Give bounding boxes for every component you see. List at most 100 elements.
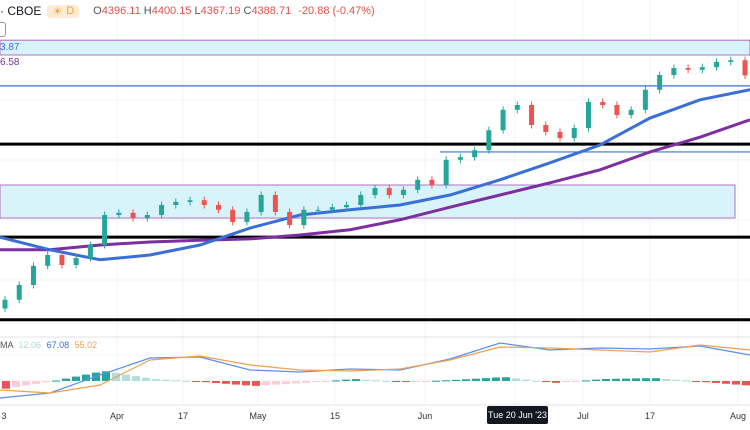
candle-body xyxy=(358,195,364,205)
macd-histogram-bar xyxy=(362,379,370,381)
interval-badge[interactable]: ☀ D xyxy=(47,4,80,18)
candle-body xyxy=(215,205,221,210)
macd-histogram-bar xyxy=(332,380,340,382)
macd-histogram-bar xyxy=(672,379,680,381)
symbol-exchange[interactable]: · CBOE xyxy=(0,4,42,18)
macd-histogram-bar xyxy=(572,381,580,382)
interval-label: D xyxy=(66,5,75,17)
macd-histogram-bar xyxy=(432,380,440,382)
candle-body xyxy=(45,255,51,266)
macd-histogram-bar xyxy=(602,378,610,381)
toggle-box[interactable] xyxy=(0,22,6,37)
candle-body xyxy=(386,188,392,195)
candle-body xyxy=(714,61,720,68)
candle-body xyxy=(543,125,549,132)
zone-rect xyxy=(0,39,750,56)
candle-body xyxy=(116,212,122,215)
macd-histogram-bar xyxy=(662,378,670,381)
candle-body xyxy=(642,89,648,110)
macd-histogram-bar xyxy=(32,381,40,384)
signal-value: 55.02 xyxy=(74,340,98,350)
macd-histogram-bar xyxy=(682,380,690,382)
macd-histogram-bar xyxy=(232,381,240,385)
macd-histogram-bar xyxy=(302,381,310,383)
macd-histogram-bar xyxy=(372,380,380,382)
x-label: 17 xyxy=(177,411,189,421)
macd-histogram-bar xyxy=(202,381,210,383)
ma20-line xyxy=(0,88,750,262)
candle-body xyxy=(372,188,378,195)
macd-histogram-bar xyxy=(422,381,430,382)
candle-body xyxy=(244,211,250,222)
macd-histogram-bar xyxy=(252,381,260,386)
candle-body xyxy=(429,179,435,185)
macd-histogram-bar xyxy=(242,381,250,386)
candle-body xyxy=(657,75,663,90)
macd-histogram-bar xyxy=(162,379,170,381)
macd-histogram-bar xyxy=(462,379,470,381)
macd-histogram-bar xyxy=(22,381,30,386)
macd-histogram-bar xyxy=(452,379,460,381)
x-label: May xyxy=(249,411,267,421)
candle-body xyxy=(144,215,150,219)
macd-histogram-bar xyxy=(262,381,270,386)
candle-body xyxy=(315,209,321,211)
macd-histogram-bar xyxy=(592,379,600,381)
close-value: 4388.71 xyxy=(251,5,292,17)
macd-histogram-bar xyxy=(392,381,400,382)
macd-histogram-bar xyxy=(652,378,660,381)
x-label: Apr xyxy=(109,411,125,421)
macd-histogram-bar xyxy=(472,378,480,381)
ohlc-readout: O4396.11 H4400.15 L4367.19 C4388.71 -20.… xyxy=(93,5,375,17)
macd-histogram-bar xyxy=(52,380,60,382)
candle-body xyxy=(486,130,492,151)
macd-histogram-bar xyxy=(152,379,160,381)
candle-body xyxy=(187,200,193,202)
macd-histogram-bar xyxy=(132,376,140,381)
macd-histogram-bar xyxy=(502,377,510,381)
macd-histogram-bar xyxy=(522,379,530,381)
ma50-line xyxy=(0,118,750,252)
candle-body xyxy=(30,265,36,285)
x-label: Jul xyxy=(577,411,589,421)
x-label: 15 xyxy=(329,411,341,421)
macd-histogram-bar xyxy=(712,381,720,383)
macd-histogram-bar xyxy=(412,381,420,382)
candle-body xyxy=(301,209,307,225)
candle-body xyxy=(699,67,705,70)
macd-histogram-bar xyxy=(2,381,10,389)
macd-histogram-bar xyxy=(212,381,220,383)
macd-histogram-bar xyxy=(122,374,130,381)
macd-histogram-bar xyxy=(322,381,330,382)
macd-histogram-bar xyxy=(512,378,520,381)
candle-body xyxy=(585,101,591,129)
candle-body xyxy=(415,179,421,190)
candle-body xyxy=(529,105,535,125)
macd-histogram-bar xyxy=(312,381,320,383)
candle-body xyxy=(230,209,236,222)
candle-body xyxy=(159,205,165,215)
macd-histogram-bar xyxy=(612,378,620,381)
candle-body xyxy=(258,195,264,212)
macd-histogram-bar xyxy=(82,374,90,381)
candle-body xyxy=(87,245,93,259)
crosshair-date-label: Tue 20 Jun '23 xyxy=(487,406,548,424)
candle-body xyxy=(443,159,449,185)
candle-body xyxy=(514,105,520,110)
macd-histogram-bar xyxy=(222,381,230,384)
macd-histogram-bar xyxy=(192,381,200,382)
candle-body xyxy=(73,258,79,265)
macd-histogram-bar xyxy=(482,378,490,381)
candle-body xyxy=(272,195,278,212)
macd-histogram-bar xyxy=(182,380,190,382)
macd-histogram-bar xyxy=(382,380,390,382)
candle-body xyxy=(287,211,293,225)
candle-body xyxy=(571,128,577,139)
macd-histogram-bar xyxy=(12,381,20,388)
candle-body xyxy=(614,105,620,115)
macd-legend: MA 12.06 67.08 55.02 xyxy=(0,340,98,350)
macd-histogram-bar xyxy=(722,381,730,384)
x-label: 17 xyxy=(644,411,656,421)
candle-body xyxy=(344,205,350,208)
